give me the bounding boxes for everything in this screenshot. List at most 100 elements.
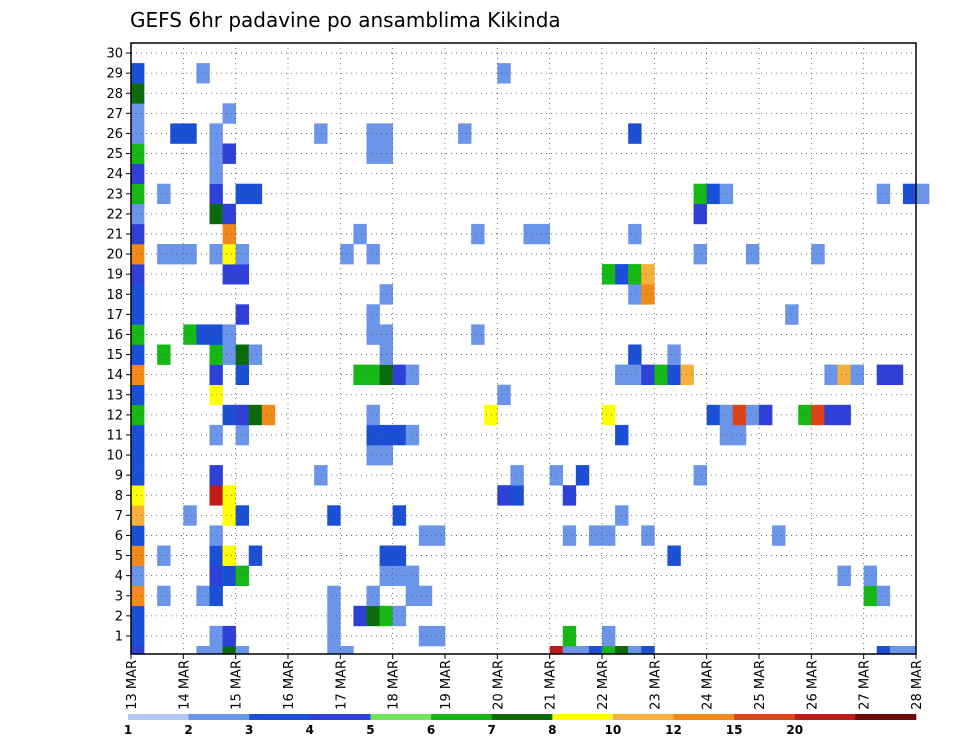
- heatmap-cell: [902, 183, 917, 205]
- legend-label: 2: [184, 723, 192, 737]
- heatmap-cell: [876, 646, 891, 655]
- heatmap-cell: [497, 63, 511, 84]
- heatmap-cell: [248, 545, 263, 566]
- heatmap-cell: [602, 404, 616, 426]
- heatmap-cell: [222, 103, 236, 124]
- legend-label: 7: [488, 723, 496, 737]
- heatmap-cell: [222, 545, 236, 566]
- heatmap-cell: [222, 404, 236, 426]
- heatmap-cell: [641, 284, 655, 305]
- heatmap-cell: [131, 244, 145, 265]
- legend-label: 8: [548, 723, 556, 737]
- heatmap-cell: [562, 525, 577, 546]
- heatmap-cell: [222, 324, 236, 345]
- x-tick-label: 17 MAR: [334, 660, 349, 710]
- heatmap-cell: [366, 123, 380, 144]
- heatmap-cell: [628, 344, 642, 365]
- heatmap-cell: [235, 565, 250, 586]
- heatmap-cell: [131, 183, 145, 205]
- heatmap-cell: [327, 605, 341, 627]
- heatmap-cell: [235, 646, 250, 655]
- heatmap-cell: [131, 525, 145, 546]
- heatmap-cell: [248, 183, 263, 205]
- heatmap-cell: [131, 223, 145, 245]
- heatmap-cell: [157, 244, 171, 265]
- heatmap-cell: [562, 646, 577, 655]
- heatmap-cell: [693, 203, 707, 225]
- y-tick-label: 3: [115, 589, 123, 604]
- color-legend: 1 2 3 4 5 6 7 8 10 12 15 20: [124, 714, 917, 737]
- y-tick-label: 11: [106, 428, 123, 443]
- heatmap-cell: [889, 646, 904, 655]
- heatmap-cell: [471, 324, 485, 345]
- heatmap-cell: [157, 545, 171, 566]
- heatmap-cell: [392, 505, 407, 526]
- heatmap-cell: [484, 404, 498, 426]
- heatmap-cell: [235, 344, 250, 365]
- heatmap-cell: [615, 646, 629, 655]
- heatmap-cell: [811, 244, 825, 265]
- x-tick-label: 13 MAR: [125, 660, 140, 710]
- heatmap-cell: [837, 404, 851, 426]
- heatmap-cell: [366, 304, 380, 325]
- heatmap-cell: [745, 404, 760, 426]
- heatmap-cell: [261, 404, 276, 426]
- heatmap-cell: [602, 264, 616, 285]
- heatmap-cell: [131, 424, 145, 446]
- heatmap-cell: [222, 203, 236, 225]
- heatmap-cell: [602, 525, 616, 546]
- heatmap-cell: [392, 545, 407, 566]
- heatmap-cell: [131, 63, 145, 84]
- heatmap-cell: [536, 223, 550, 245]
- y-tick-label: 12: [106, 408, 123, 423]
- heatmap-cell: [235, 264, 250, 285]
- heatmap-cell: [798, 404, 812, 426]
- heatmap-cell: [196, 63, 210, 84]
- heatmap-cell: [431, 625, 446, 647]
- heatmap-cell: [131, 203, 145, 225]
- x-tick-label: 23 MAR: [648, 660, 663, 710]
- heatmap-cell: [405, 585, 420, 607]
- heatmap-cell: [876, 585, 891, 607]
- heatmap-cell: [327, 625, 341, 647]
- heatmap-cell: [837, 565, 851, 586]
- heatmap-cell: [392, 424, 407, 446]
- heatmap-cell: [366, 424, 380, 446]
- heatmap-cell: [562, 485, 577, 506]
- heatmap-cell: [562, 625, 577, 647]
- heatmap-cell: [876, 183, 891, 205]
- heatmap-cell: [183, 324, 197, 345]
- heatmap-cell: [131, 465, 145, 486]
- heatmap-cell: [863, 565, 878, 586]
- heatmap-cell: [628, 364, 642, 385]
- heatmap-cell: [314, 123, 328, 144]
- x-tick-label: 18 MAR: [387, 660, 402, 710]
- x-tick-label: 21 MAR: [544, 660, 559, 710]
- legend-swatch: [188, 714, 250, 720]
- heatmap-cell: [628, 123, 642, 144]
- y-tick-label: 15: [106, 348, 123, 363]
- heatmap-cell: [327, 646, 341, 655]
- y-tick-label: 2: [115, 609, 123, 624]
- heatmap-cell: [667, 545, 681, 566]
- heatmap-cell: [602, 625, 616, 647]
- heatmap-cell: [131, 264, 145, 285]
- heatmap-cell: [222, 344, 236, 365]
- heatmap-cell: [222, 244, 236, 265]
- heatmap-cell: [248, 344, 263, 365]
- heatmap-cell: [222, 264, 236, 285]
- y-tick-label: 1: [115, 629, 123, 644]
- plot-frame: [130, 42, 917, 655]
- heatmap-cell: [340, 244, 354, 265]
- y-tick-label: 6: [115, 529, 123, 544]
- heatmap-cell: [235, 424, 250, 446]
- legend-label: 4: [306, 723, 314, 737]
- heatmap-cell: [235, 183, 250, 205]
- heatmap-cell: [366, 324, 380, 345]
- heatmap-cell: [693, 183, 707, 205]
- heatmap-cell: [366, 244, 380, 265]
- heatmap-cell: [772, 525, 786, 546]
- heatmap-cell: [876, 364, 891, 385]
- heatmap-cell: [222, 505, 236, 526]
- heatmap-cell: [131, 344, 145, 365]
